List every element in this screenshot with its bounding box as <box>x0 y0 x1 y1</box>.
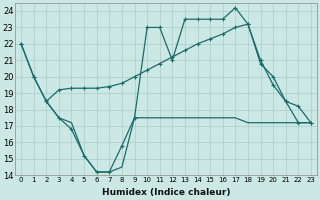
X-axis label: Humidex (Indice chaleur): Humidex (Indice chaleur) <box>102 188 230 197</box>
